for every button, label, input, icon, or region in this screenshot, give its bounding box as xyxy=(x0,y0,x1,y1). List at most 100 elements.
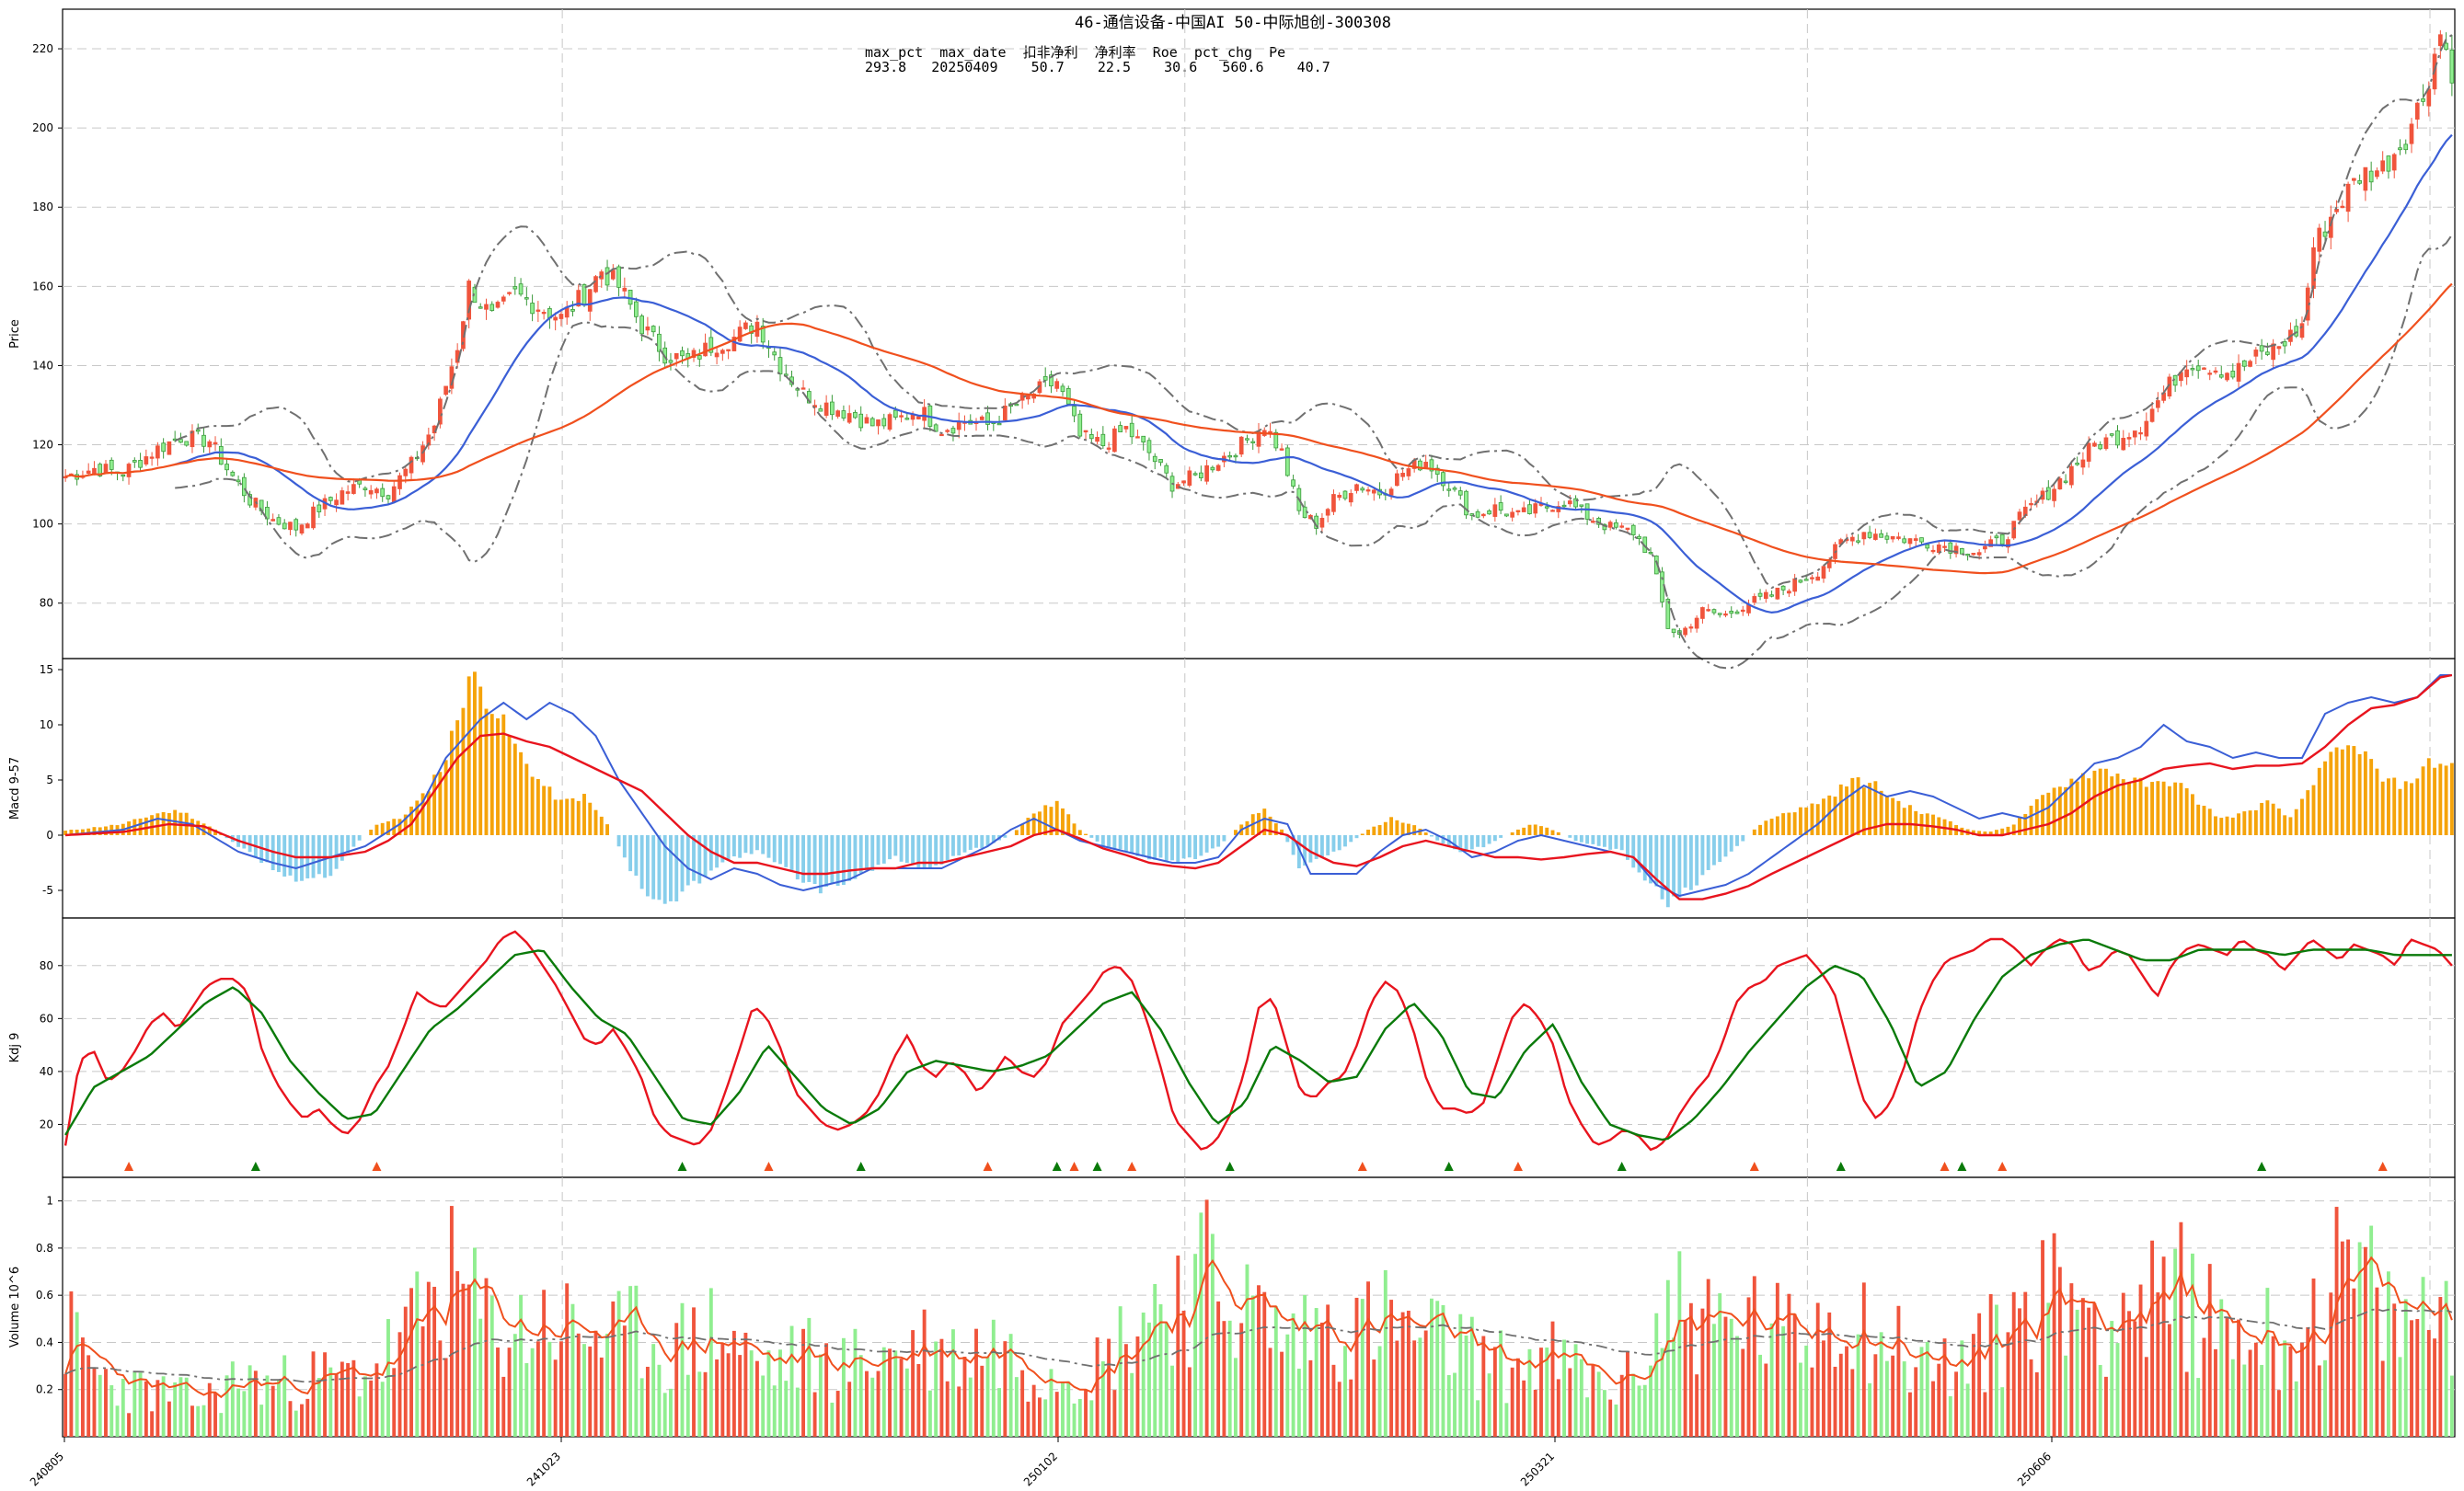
volume-bar xyxy=(841,1337,846,1437)
volume-bar xyxy=(651,1344,656,1437)
volume-bar xyxy=(178,1377,183,1437)
volume-panel: 0.2 0.4 0.6 0.8 1 Volume 10^6 xyxy=(8,1176,2456,1438)
volume-bar xyxy=(674,1323,679,1437)
macd-hist-bar xyxy=(2283,815,2287,835)
candle-body xyxy=(1106,447,1111,450)
candle-body xyxy=(1798,579,1803,583)
macd-hist-bar xyxy=(588,802,593,835)
macd-hist-bar xyxy=(616,835,621,847)
volume-bar xyxy=(2444,1280,2448,1437)
candle-body xyxy=(207,441,213,448)
stats-header: max_pct max_date 扣非净利 净利率 Roe pct_chg Pe xyxy=(865,44,1286,61)
price-ytick-label: 180 xyxy=(32,201,53,213)
candle-body xyxy=(1999,533,2005,545)
candle-body xyxy=(409,456,414,474)
volume-bar xyxy=(1718,1293,1722,1437)
macd-hist-bar xyxy=(1268,816,1272,835)
candle-body xyxy=(1233,454,1238,458)
macd-hist-bar xyxy=(1515,829,1520,835)
buy-signal-marker xyxy=(1749,1162,1759,1171)
candle-body xyxy=(1360,487,1365,491)
macd-hist-bar xyxy=(1672,835,1676,897)
macd-hist-bar xyxy=(2323,761,2327,835)
volume-bar xyxy=(1833,1366,1837,1437)
macd-hist-bar xyxy=(2363,751,2367,835)
macd-hist-bar xyxy=(1591,835,1595,844)
candle-body xyxy=(1348,493,1353,503)
candle-body xyxy=(103,464,109,474)
volume-bar xyxy=(645,1366,650,1437)
macd-hist-bar xyxy=(2000,828,2005,835)
macd-hist-bar xyxy=(1718,835,1722,863)
volume-bar xyxy=(2110,1321,2114,1437)
macd-hist-bar xyxy=(2202,806,2206,835)
volume-bar xyxy=(75,1312,79,1437)
macd-hist-bar xyxy=(1031,813,1036,835)
volume-bar xyxy=(2150,1240,2155,1437)
macd-hist-bar xyxy=(628,835,633,872)
macd-hist-bar xyxy=(1412,825,1417,835)
macd-hist-bar xyxy=(2415,778,2420,835)
volume-bar xyxy=(1879,1332,1883,1437)
volume-bar xyxy=(2041,1240,2044,1437)
volume-bar xyxy=(2196,1378,2201,1437)
candle-body xyxy=(1976,552,1982,556)
volume-bar xyxy=(1827,1312,1832,1437)
macd-hist-bar xyxy=(1170,835,1174,861)
volume-bar xyxy=(1245,1264,1249,1437)
macd-hist-bar xyxy=(1360,833,1364,835)
macd-hist-bar xyxy=(535,778,540,835)
volume-bar xyxy=(634,1285,639,1437)
candle-body xyxy=(1250,441,1256,443)
macd-hist-bar xyxy=(778,835,782,865)
macd-hist-bar xyxy=(974,835,978,848)
x-axis: 240805 241023 250102 250321 250606 xyxy=(28,1437,2054,1489)
candle-body xyxy=(2144,420,2149,437)
volume-bar xyxy=(1233,1358,1238,1437)
volume-bar xyxy=(1372,1359,1376,1437)
macd-hist-bar xyxy=(2276,809,2281,835)
volume-bar xyxy=(1706,1279,1710,1437)
macd-hist-bar xyxy=(2179,783,2183,835)
volume-bar xyxy=(685,1374,690,1437)
candle-body xyxy=(155,445,160,459)
volume-bar xyxy=(2237,1319,2241,1437)
volume-bar xyxy=(853,1328,858,1437)
volume-bar xyxy=(876,1371,881,1437)
volume-bar xyxy=(2184,1371,2189,1437)
volume-bar xyxy=(1579,1359,1583,1437)
candle-body xyxy=(1400,473,1405,477)
candle-body xyxy=(1757,592,1763,597)
volume-bar xyxy=(1469,1316,1474,1437)
macd-hist-bar xyxy=(2294,809,2298,835)
volume-bar xyxy=(346,1362,351,1437)
volume-bar xyxy=(478,1318,483,1437)
candle-body xyxy=(846,413,852,423)
volume-bar xyxy=(547,1341,552,1437)
volume-bar xyxy=(1095,1337,1100,1437)
volume-ma-long-line xyxy=(64,1308,2453,1383)
macd-hist-bar xyxy=(1308,835,1313,863)
volume-bar xyxy=(167,1401,171,1437)
kdj-ytick-label: 20 xyxy=(40,1118,53,1130)
macd-hist-bar xyxy=(1326,835,1330,855)
macd-hist-bar xyxy=(1711,835,1716,866)
macd-hist-bar xyxy=(1037,811,1042,835)
candle-body xyxy=(230,471,236,476)
candle-body xyxy=(2156,400,2160,408)
volume-bar xyxy=(2092,1303,2097,1437)
volume-bar xyxy=(155,1380,160,1437)
volume-bar xyxy=(835,1391,840,1437)
volume-bar xyxy=(1153,1283,1157,1437)
volume-bar xyxy=(184,1377,189,1437)
candle-body xyxy=(737,327,743,342)
macd-hist-bar xyxy=(357,835,362,841)
volume-bar xyxy=(1164,1323,1169,1437)
volume-bar xyxy=(1861,1282,1866,1437)
volume-bar xyxy=(628,1286,633,1437)
candle-body xyxy=(1498,502,1503,511)
candle-body xyxy=(2092,442,2097,447)
volume-bar xyxy=(899,1359,904,1437)
macd-hist-bar xyxy=(282,835,287,877)
volume-bar xyxy=(1672,1337,1676,1437)
